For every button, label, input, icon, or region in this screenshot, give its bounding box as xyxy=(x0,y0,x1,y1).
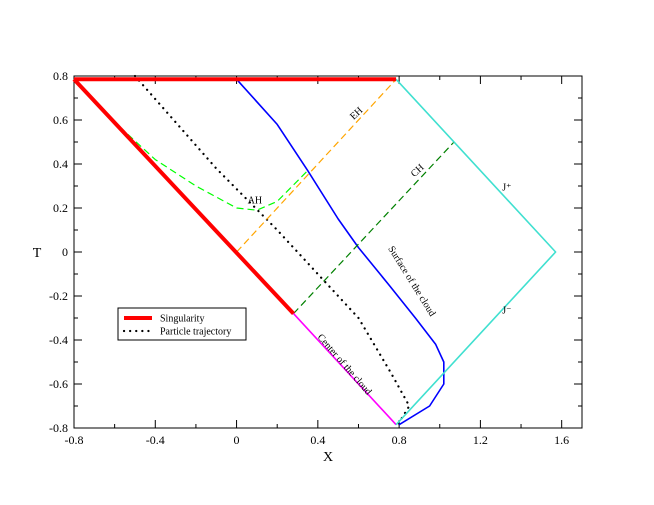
x-tick-label: 0.8 xyxy=(392,433,407,447)
x-tick-label: 1.2 xyxy=(473,433,488,447)
x-tick-label: 1.6 xyxy=(554,433,569,447)
annotation-label: EH xyxy=(348,105,365,122)
series-line-1 xyxy=(133,74,411,427)
annotation-label: Center of the cloud xyxy=(315,332,374,397)
y-tick-label: 0.6 xyxy=(53,113,68,127)
x-tick-label: -0.4 xyxy=(146,433,165,447)
annotation-label: Surface of the cloud xyxy=(385,244,437,318)
annotation-label: CH xyxy=(409,162,427,180)
series-line-4 xyxy=(293,141,455,315)
series-line-2 xyxy=(236,78,445,426)
x-tick-label: -0.8 xyxy=(65,433,84,447)
x-tick-label: 0.4 xyxy=(310,433,325,447)
y-axis-label: T xyxy=(33,246,42,261)
y-tick-label: 0 xyxy=(62,245,68,259)
series-line-6 xyxy=(292,313,397,426)
series-line-5 xyxy=(73,78,309,211)
annotation-label: AH xyxy=(248,196,262,207)
y-tick-label: 0.4 xyxy=(53,157,68,171)
y-tick-label: 0.8 xyxy=(53,69,68,83)
annotation-label: J⁺ xyxy=(502,182,511,193)
legend-label: Particle trajectory xyxy=(160,327,231,338)
y-tick-label: -0.4 xyxy=(49,333,68,347)
legend-box xyxy=(117,307,247,341)
y-tick-label: -0.8 xyxy=(49,421,68,435)
y-tick-label: 0.2 xyxy=(53,201,68,215)
y-tick-label: -0.6 xyxy=(49,377,68,391)
series-line-7 xyxy=(395,78,557,426)
x-tick-label: 0 xyxy=(234,433,240,447)
x-axis-label: X xyxy=(323,450,333,465)
y-tick-label: -0.2 xyxy=(49,289,68,303)
plot-frame xyxy=(73,75,583,429)
legend-label: Singularity xyxy=(160,314,204,325)
series-line-3 xyxy=(236,78,397,253)
series-line-0 xyxy=(72,77,295,315)
annotation-label: J⁻ xyxy=(502,306,511,317)
